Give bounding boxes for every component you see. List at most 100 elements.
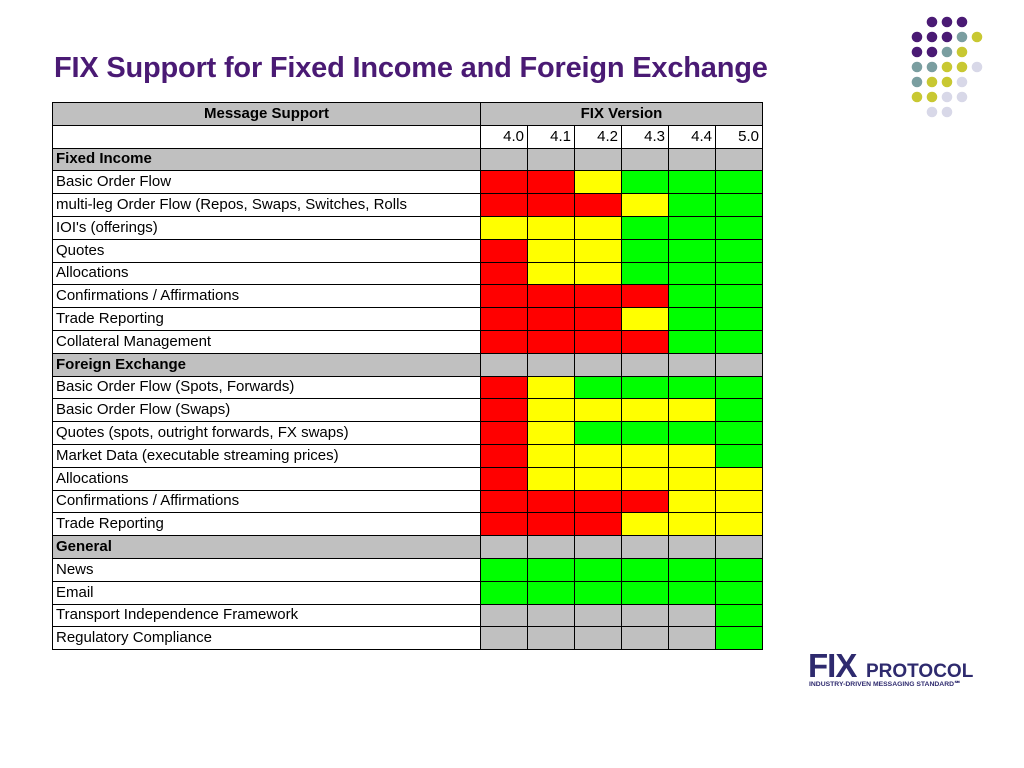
support-status-cell-gray [480,603,528,628]
support-status-cell-gray [527,603,575,628]
table-row: News [52,557,763,582]
table-row: Basic Order Flow [52,170,763,195]
support-status-cell-red [480,193,528,217]
decorative-dot [941,61,953,73]
table-row: Quotes (spots, outright forwards, FX swa… [52,421,763,445]
support-status-cell-green [715,329,763,354]
row-label: IOI's (offerings) [52,215,481,240]
support-status-cell-green [574,557,622,582]
section-spacer-cell [574,352,622,377]
support-status-cell-yellow [574,443,622,468]
support-status-cell-red [621,489,669,514]
support-status-cell-red [480,398,528,423]
support-status-cell-red [480,375,528,400]
row-label: Market Data (executable streaming prices… [52,443,481,468]
support-status-cell-gray [480,626,528,651]
row-label: Confirmations / Affirmations [52,489,481,514]
support-status-cell-red [574,307,622,331]
support-status-cell-green [527,557,575,582]
support-status-cell-green [574,580,622,605]
support-status-cell-green [668,375,716,400]
support-status-cell-green [621,421,669,445]
support-status-cell-green [621,261,669,286]
section-spacer-cell [621,352,669,377]
support-status-cell-red [480,421,528,445]
table-row: Regulatory Compliance [52,626,763,651]
support-status-cell-green [574,375,622,400]
support-status-cell-red [480,329,528,354]
support-status-cell-yellow [574,170,622,195]
support-status-cell-red [527,329,575,354]
decorative-dot [956,46,968,58]
support-status-cell-red [480,489,528,514]
section-spacer-cell [715,352,763,377]
support-status-cell-green [715,557,763,582]
support-status-cell-gray [668,626,716,651]
table-row: Email [52,580,763,605]
support-status-cell-yellow [668,512,716,537]
row-label: Basic Order Flow (Spots, Forwards) [52,375,481,400]
support-status-cell-red [527,489,575,514]
support-status-cell-gray [527,626,575,651]
support-status-cell-green [668,307,716,331]
section-spacer-cell [715,147,763,172]
table-row: Trade Reporting [52,307,763,331]
version-row-blank [52,124,481,149]
row-label: Confirmations / Affirmations [52,284,481,309]
row-label: News [52,557,481,582]
support-status-cell-gray [574,603,622,628]
decorative-dot [911,91,923,103]
support-status-cell-yellow [621,443,669,468]
support-status-cell-red [480,238,528,263]
section-spacer-cell [527,147,575,172]
decorative-dot [911,76,923,88]
row-label: Trade Reporting [52,512,481,537]
version-label: 5.0 [715,124,763,149]
decorative-dot [911,46,923,58]
version-label: 4.1 [527,124,575,149]
support-status-cell-gray [668,603,716,628]
decorative-dot [926,61,938,73]
section-spacer-cell [668,147,716,172]
support-status-cell-yellow [668,443,716,468]
support-status-cell-green [715,443,763,468]
support-status-cell-green [715,193,763,217]
decorative-dot [926,106,938,118]
table-row: Allocations [52,466,763,491]
support-status-cell-red [574,284,622,309]
logo-brand-text: FIX [808,648,857,684]
row-label: Trade Reporting [52,307,481,331]
support-status-cell-red [621,329,669,354]
row-label: Collateral Management [52,329,481,354]
support-status-cell-red [574,512,622,537]
support-status-cell-red [527,284,575,309]
decorative-dot-grid [911,16,983,118]
support-status-cell-gray [574,626,622,651]
version-label: 4.3 [621,124,669,149]
row-label: Allocations [52,466,481,491]
support-status-cell-green [668,329,716,354]
section-spacer-cell [621,535,669,559]
table-row: Confirmations / Affirmations [52,284,763,309]
support-status-cell-red [527,512,575,537]
section-row: Fixed Income [52,147,763,172]
section-spacer-cell [574,147,622,172]
support-status-cell-green [668,193,716,217]
logo-product-text: PROTOCOL [866,661,974,682]
support-status-cell-red [480,466,528,491]
support-status-cell-yellow [621,512,669,537]
decorative-dot [926,16,938,28]
row-label: Quotes (spots, outright forwards, FX swa… [52,421,481,445]
support-status-cell-green [527,580,575,605]
fix-support-table: Message Support FIX Version 4.0 4.1 4.2 … [52,102,763,651]
support-status-cell-green [668,580,716,605]
support-status-cell-green [668,284,716,309]
decorative-dot [971,61,983,73]
support-status-cell-green [668,421,716,445]
support-status-cell-green [715,261,763,286]
support-status-cell-yellow [527,421,575,445]
version-label: 4.2 [574,124,622,149]
support-status-cell-green [715,626,763,651]
decorative-dot [956,91,968,103]
decorative-dot [941,76,953,88]
